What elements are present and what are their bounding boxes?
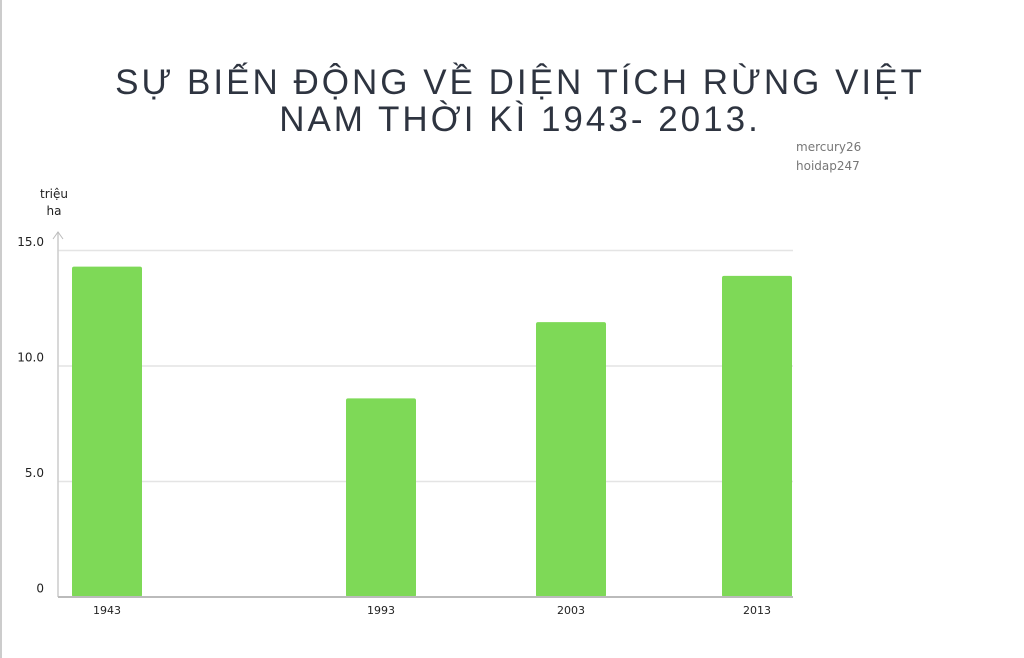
annotation: hoidap247 [796,159,860,173]
y-tick-label: 5.0 [25,466,44,480]
chart-title: SỰ BIẾN ĐỘNG VỀ DIỆN TÍCH RỪNG VIỆT NAM … [115,63,925,139]
y-tick-label: 0 [36,582,44,596]
annotation: mercury26 [796,140,862,154]
y-axis-label: triệu ha [40,187,68,218]
bar [72,266,142,597]
x-tick-label: 1993 [367,604,395,617]
y-tick-label: 15.0 [17,235,44,249]
x-tick-label: 1943 [93,604,121,617]
annotations: mercury26 hoidap247 [796,138,861,176]
x-tick-label: 2013 [743,604,771,617]
x-tick-label: 2003 [557,604,585,617]
bar [722,275,792,597]
bar [346,398,416,597]
y-tick-label: 10.0 [17,350,44,364]
bar [536,322,606,597]
y-axis-arrow [52,231,64,240]
